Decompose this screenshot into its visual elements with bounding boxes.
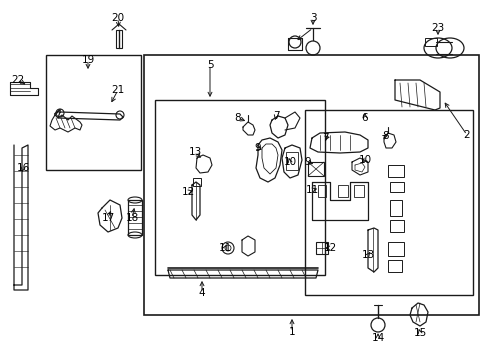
- Text: 9: 9: [254, 143, 261, 153]
- Text: 9: 9: [304, 157, 311, 167]
- Text: 19: 19: [81, 55, 95, 65]
- Text: 16: 16: [16, 163, 30, 173]
- Bar: [424, 38, 436, 46]
- Text: 12: 12: [181, 187, 194, 197]
- Bar: [315, 242, 327, 254]
- Text: 6: 6: [361, 113, 367, 123]
- Text: 1: 1: [288, 327, 295, 337]
- Bar: [155, 100, 325, 275]
- Bar: [389, 220, 403, 232]
- Text: 8: 8: [382, 131, 388, 141]
- Text: 10: 10: [283, 157, 296, 167]
- Text: 3: 3: [309, 13, 316, 23]
- Bar: [389, 200, 401, 216]
- Text: 11: 11: [218, 243, 231, 253]
- Bar: [116, 30, 122, 48]
- Text: 7: 7: [272, 111, 279, 121]
- Text: 11: 11: [305, 185, 318, 195]
- Text: 8: 8: [234, 113, 241, 123]
- Bar: [46, 55, 141, 170]
- Bar: [387, 165, 403, 177]
- Bar: [305, 110, 472, 295]
- Bar: [389, 182, 403, 192]
- Bar: [387, 242, 403, 256]
- Text: 12: 12: [323, 243, 336, 253]
- Bar: [353, 185, 363, 197]
- Text: 4: 4: [198, 288, 205, 298]
- Text: 18: 18: [125, 213, 138, 223]
- Text: 15: 15: [412, 328, 426, 338]
- Text: 10: 10: [358, 155, 371, 165]
- Text: 17: 17: [101, 213, 114, 223]
- Text: 5: 5: [206, 60, 213, 70]
- Text: 20: 20: [111, 13, 124, 23]
- Bar: [307, 162, 324, 176]
- Bar: [317, 185, 325, 197]
- Text: 14: 14: [370, 333, 384, 343]
- Bar: [337, 185, 347, 197]
- Bar: [387, 260, 401, 272]
- Text: 21: 21: [111, 85, 124, 95]
- Text: 22: 22: [11, 75, 24, 85]
- Text: 7: 7: [321, 133, 327, 143]
- Text: 13: 13: [361, 250, 374, 260]
- Bar: [128, 200, 142, 235]
- Bar: [193, 178, 201, 186]
- Text: 2: 2: [463, 130, 469, 140]
- Text: 13: 13: [188, 147, 201, 157]
- Bar: [285, 152, 297, 170]
- Text: 23: 23: [430, 23, 444, 33]
- Bar: [143, 55, 478, 315]
